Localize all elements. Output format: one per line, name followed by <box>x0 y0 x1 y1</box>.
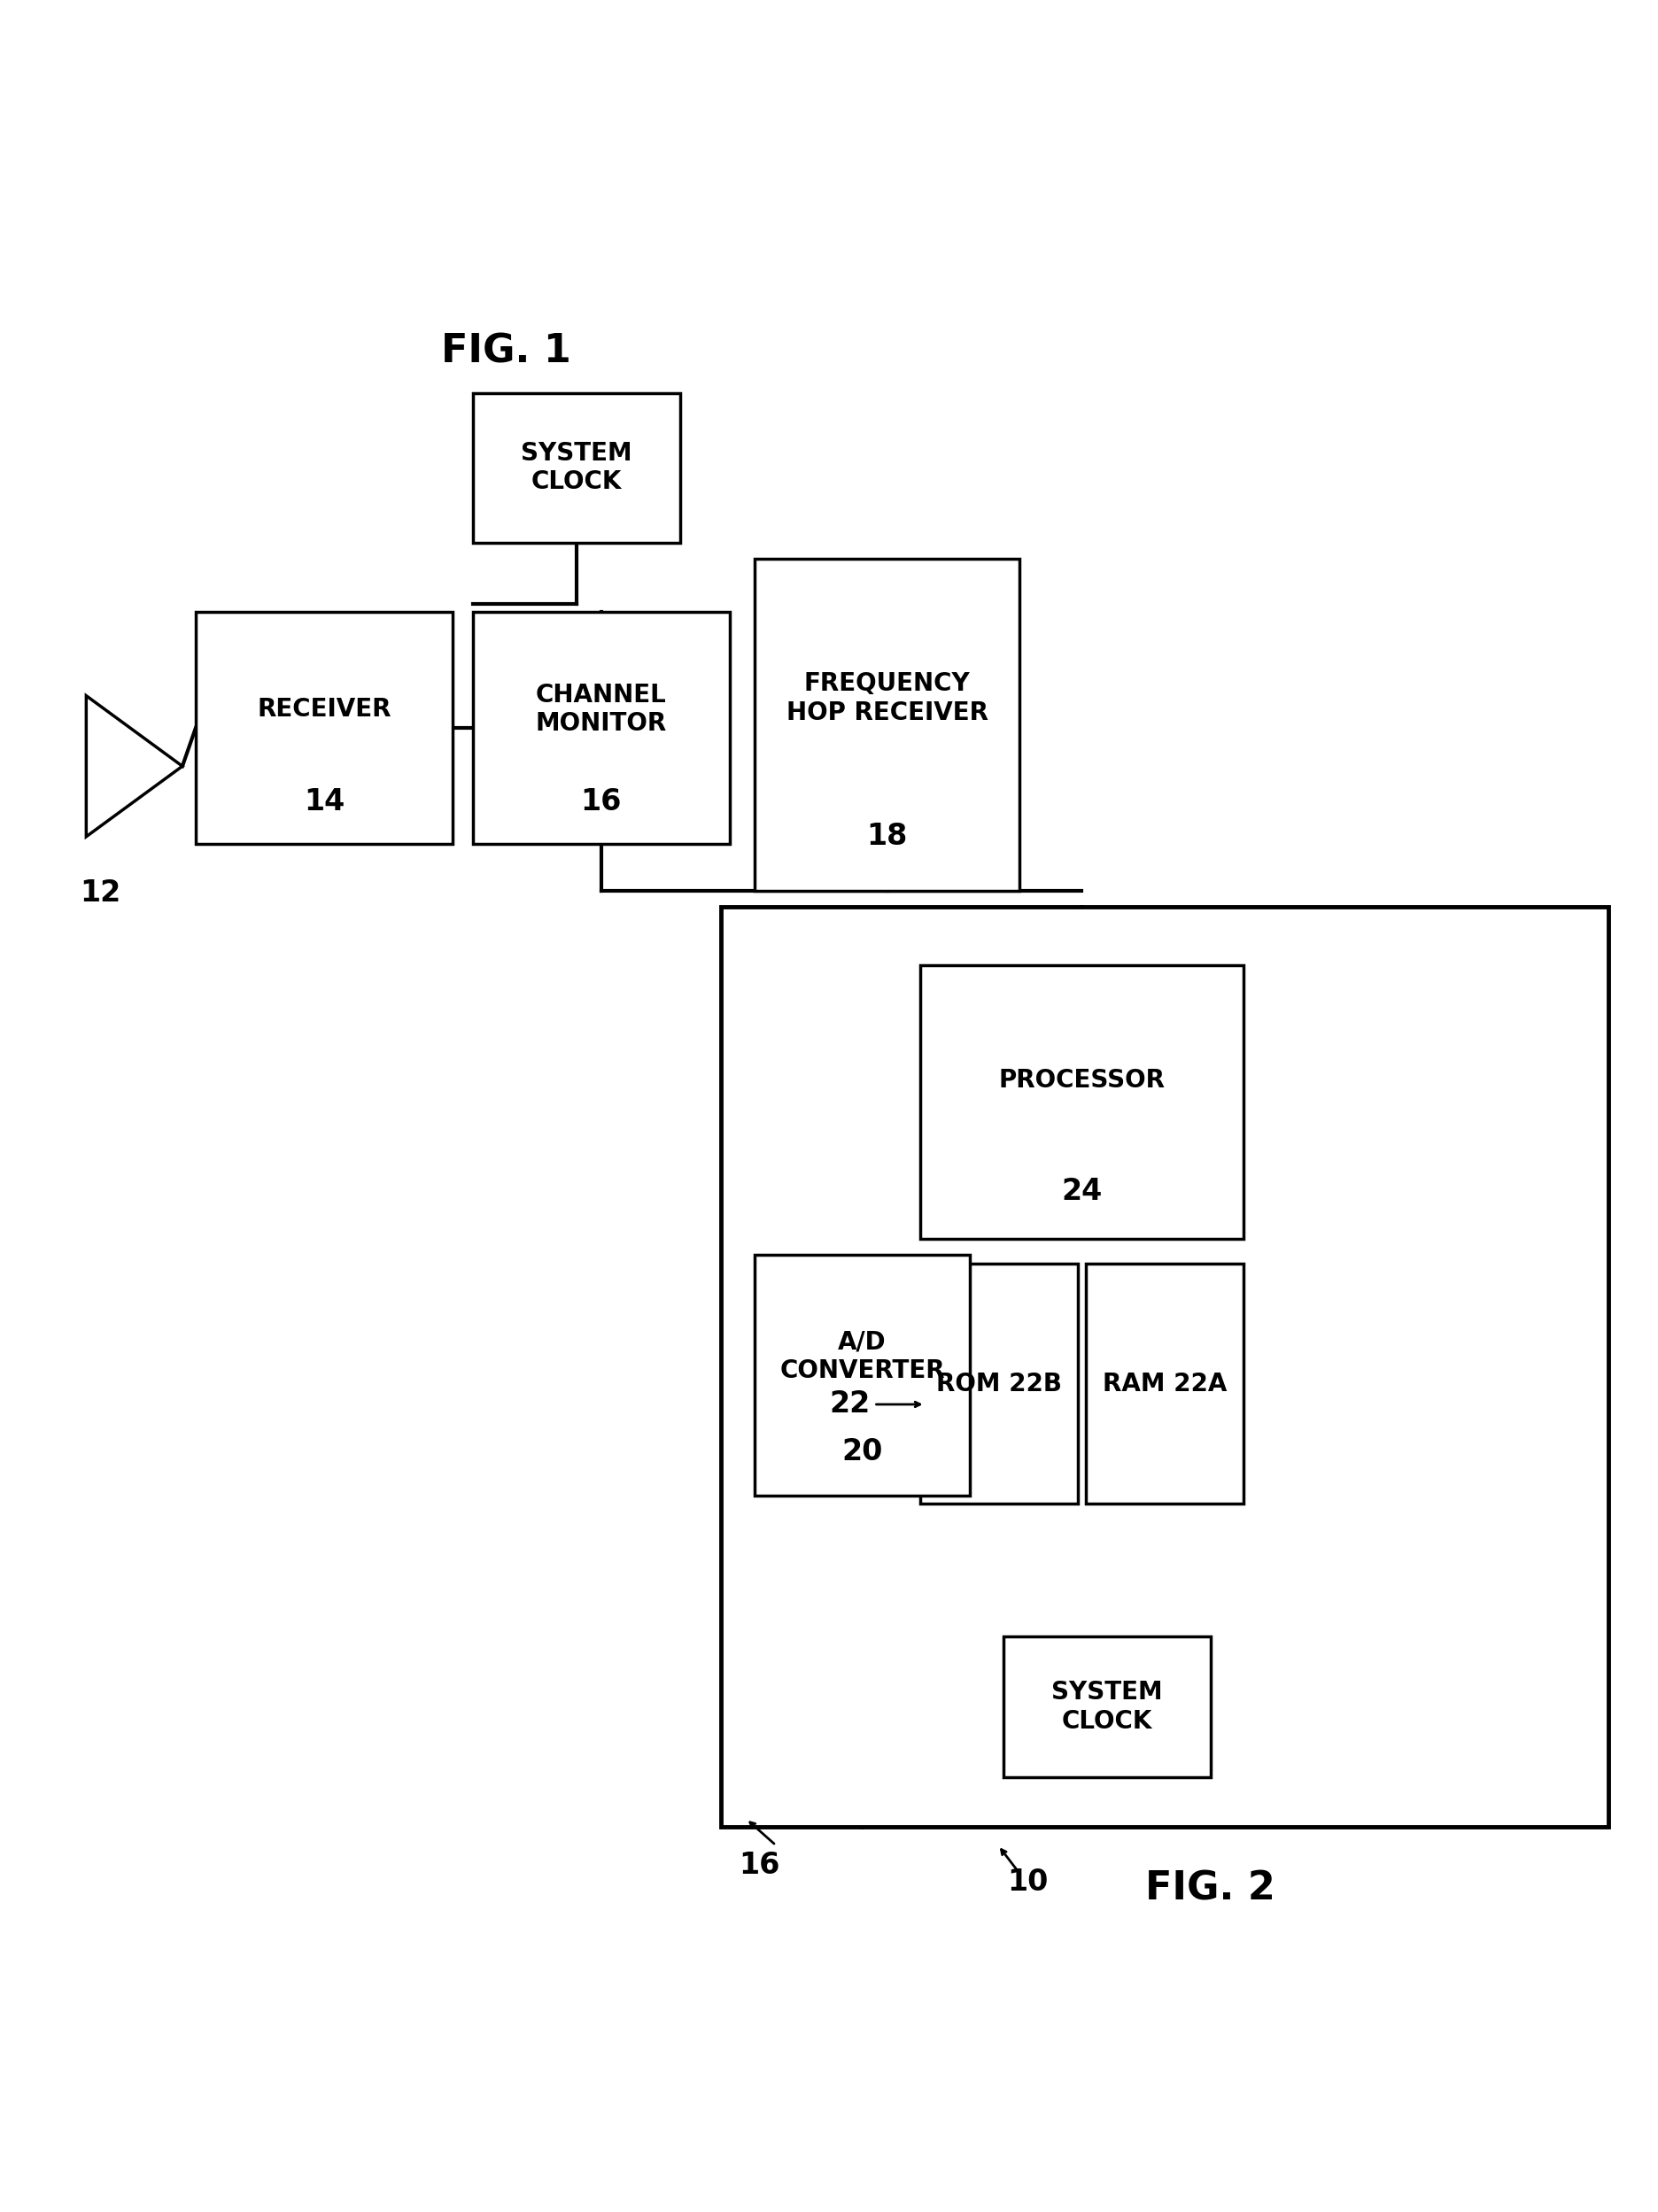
Text: 16: 16 <box>580 787 622 816</box>
FancyBboxPatch shape <box>754 1254 970 1495</box>
Text: PROCESSOR: PROCESSOR <box>998 1068 1166 1093</box>
Text: 10: 10 <box>1008 1867 1048 1896</box>
FancyBboxPatch shape <box>920 964 1244 1239</box>
Text: 22: 22 <box>829 1389 870 1418</box>
FancyBboxPatch shape <box>721 907 1608 1827</box>
Text: SYSTEM
CLOCK: SYSTEM CLOCK <box>521 440 632 495</box>
FancyBboxPatch shape <box>473 394 680 542</box>
Text: A/D
CONVERTER: A/D CONVERTER <box>779 1329 945 1382</box>
Text: FIG. 1: FIG. 1 <box>441 332 570 372</box>
Text: FREQUENCY
HOP RECEIVER: FREQUENCY HOP RECEIVER <box>786 672 988 726</box>
Text: 16: 16 <box>739 1851 779 1880</box>
FancyBboxPatch shape <box>754 560 1020 891</box>
FancyBboxPatch shape <box>473 613 730 845</box>
Text: 18: 18 <box>867 821 907 852</box>
Text: ROM 22B: ROM 22B <box>937 1371 1061 1396</box>
Text: 20: 20 <box>842 1438 882 1467</box>
FancyBboxPatch shape <box>1003 1637 1210 1778</box>
FancyBboxPatch shape <box>920 1263 1078 1504</box>
Text: RECEIVER: RECEIVER <box>257 697 391 721</box>
Text: CHANNEL
MONITOR: CHANNEL MONITOR <box>536 684 667 737</box>
Text: 14: 14 <box>303 787 345 816</box>
Text: RAM 22A: RAM 22A <box>1103 1371 1227 1396</box>
Text: SYSTEM
CLOCK: SYSTEM CLOCK <box>1051 1681 1162 1734</box>
FancyBboxPatch shape <box>1086 1263 1244 1504</box>
Text: 12: 12 <box>80 878 121 907</box>
Text: FIG. 2: FIG. 2 <box>1146 1869 1275 1907</box>
FancyBboxPatch shape <box>196 613 453 845</box>
Text: 24: 24 <box>1061 1177 1103 1206</box>
